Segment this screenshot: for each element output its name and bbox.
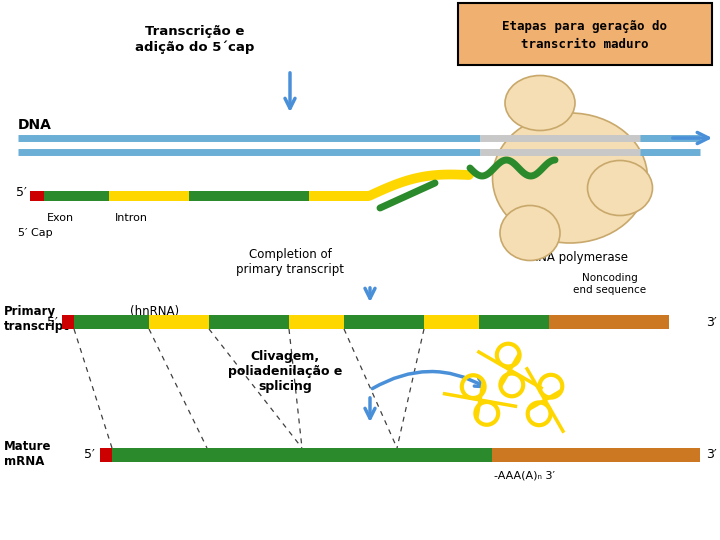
Bar <box>549 315 669 329</box>
Bar <box>112 448 207 462</box>
Text: Intron: Intron <box>115 213 148 223</box>
Text: Transcrição e
adição do 5´cap: Transcrição e adição do 5´cap <box>135 25 255 53</box>
Bar <box>74 315 149 329</box>
Bar <box>309 191 369 201</box>
Bar <box>62 315 74 329</box>
Bar <box>302 448 397 462</box>
Bar <box>424 315 479 329</box>
Bar <box>289 315 344 329</box>
Text: 5′: 5′ <box>47 315 58 328</box>
Text: Noncoding
end sequence: Noncoding end sequence <box>573 273 647 295</box>
Text: 5′ Cap: 5′ Cap <box>18 228 53 238</box>
Bar <box>44 191 109 201</box>
Ellipse shape <box>588 160 652 215</box>
Bar <box>100 448 112 462</box>
Text: Exon: Exon <box>47 213 74 223</box>
Text: transcrito maduro: transcrito maduro <box>521 38 649 51</box>
Ellipse shape <box>505 76 575 131</box>
Text: -AAA(A)ₙ 3′: -AAA(A)ₙ 3′ <box>494 471 555 481</box>
Text: 5′: 5′ <box>84 449 95 462</box>
Text: (hnRNA): (hnRNA) <box>130 305 179 318</box>
Text: 5′: 5′ <box>16 186 27 199</box>
Bar <box>344 315 424 329</box>
Bar <box>30 191 44 201</box>
Bar <box>149 315 209 329</box>
Bar <box>209 315 289 329</box>
Text: Etapas para geração do: Etapas para geração do <box>503 20 667 33</box>
Text: Primary
transcript: Primary transcript <box>4 305 70 333</box>
Text: Mature
mRNA: Mature mRNA <box>4 440 52 468</box>
Text: 3′: 3′ <box>706 449 716 462</box>
Bar <box>109 191 189 201</box>
Bar <box>479 315 549 329</box>
Bar <box>397 448 492 462</box>
Bar <box>189 191 309 201</box>
Text: DNA: DNA <box>18 118 52 132</box>
Bar <box>207 448 302 462</box>
Ellipse shape <box>500 206 560 260</box>
Bar <box>492 448 700 462</box>
Text: RNA polymerase: RNA polymerase <box>530 252 628 265</box>
Text: Completion of
primary transcript: Completion of primary transcript <box>236 248 344 276</box>
FancyBboxPatch shape <box>458 3 712 65</box>
Text: Clivagem,
poliadenilação e
splicing: Clivagem, poliadenilação e splicing <box>228 350 342 393</box>
Text: 3′: 3′ <box>706 315 716 328</box>
Ellipse shape <box>492 113 647 243</box>
